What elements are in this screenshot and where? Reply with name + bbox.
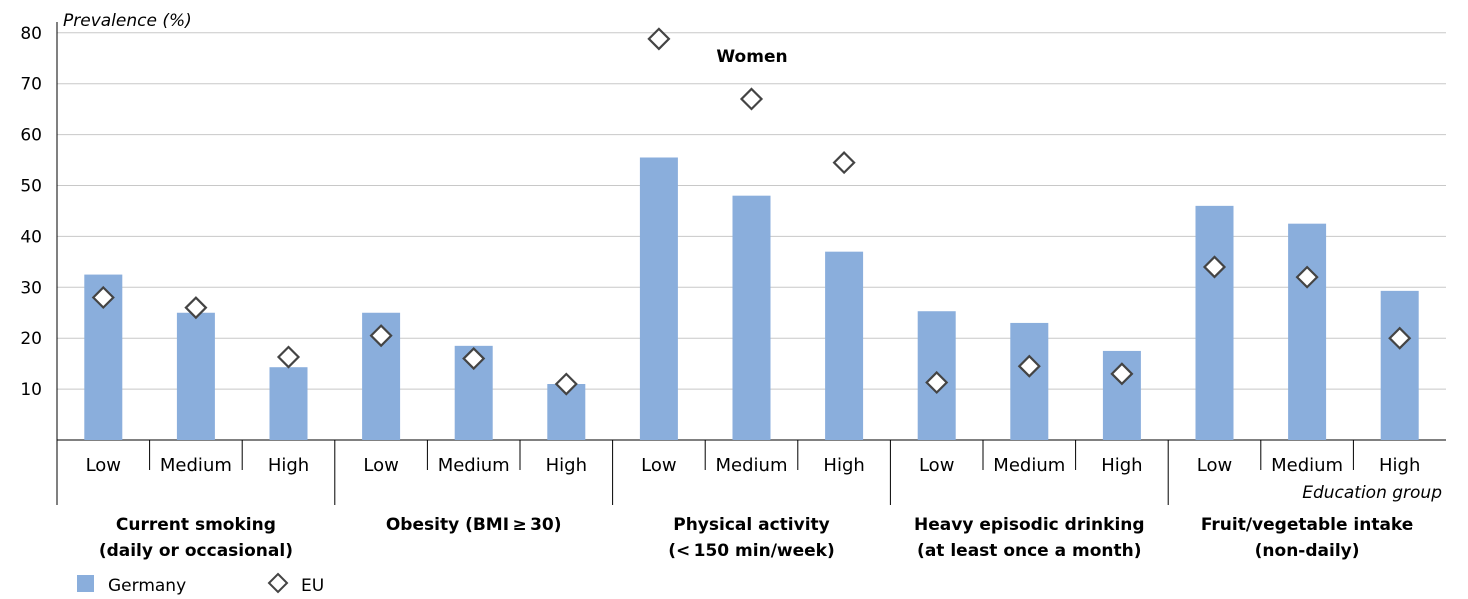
group-label-line2: (daily or occasional) bbox=[99, 541, 293, 561]
group-label: Obesity (BMI ≥ 30) bbox=[386, 515, 562, 535]
bar-germany bbox=[1288, 223, 1327, 440]
category-label: High bbox=[268, 455, 309, 476]
marker-eu bbox=[554, 372, 578, 396]
marker-eu bbox=[1202, 255, 1227, 279]
bar-germany bbox=[639, 157, 678, 440]
marker-eu bbox=[925, 370, 949, 395]
y-tick-label: 50 bbox=[20, 177, 42, 197]
category-label: High bbox=[1379, 455, 1420, 476]
category-label: Low bbox=[641, 455, 676, 476]
chart-title: Women bbox=[716, 47, 787, 67]
category-label: Medium bbox=[160, 455, 232, 476]
y-tick-label: 70 bbox=[20, 75, 42, 95]
category-label: Medium bbox=[438, 455, 510, 476]
bar-germany bbox=[1195, 205, 1234, 440]
marker-eu bbox=[832, 151, 856, 175]
group-label: Physical activity bbox=[673, 515, 830, 535]
marker-eu bbox=[369, 324, 393, 348]
bar-germany bbox=[825, 251, 864, 440]
legend-swatch-eu bbox=[267, 572, 289, 594]
bar-germany bbox=[1010, 322, 1049, 440]
group-label: Fruit/vegetable intake bbox=[1201, 515, 1413, 535]
group-label-line2: (< 150 min/week) bbox=[668, 541, 835, 561]
marker-eu bbox=[739, 87, 764, 111]
category-label: Low bbox=[363, 455, 398, 476]
bar-germany bbox=[1380, 290, 1419, 440]
group-label-line2: (at least once a month) bbox=[917, 541, 1141, 561]
category-label: Medium bbox=[1271, 455, 1343, 476]
y-tick-label: 80 bbox=[20, 24, 42, 44]
y-tick-label: 60 bbox=[20, 126, 42, 146]
legend-label-germany: Germany bbox=[108, 576, 186, 596]
y-axis-label: Prevalence (%) bbox=[63, 11, 192, 31]
group-label-line2: (non-daily) bbox=[1255, 541, 1360, 561]
legend-swatch-germany bbox=[77, 575, 94, 592]
marker-eu bbox=[184, 296, 208, 320]
y-tick-label: 40 bbox=[20, 227, 42, 247]
marker-eu bbox=[647, 27, 671, 51]
y-tick-label: 20 bbox=[20, 329, 42, 349]
y-tick-label: 30 bbox=[20, 278, 42, 298]
category-label: Medium bbox=[993, 455, 1065, 476]
category-label: Low bbox=[919, 455, 954, 476]
marker-eu bbox=[276, 345, 301, 369]
category-label: Medium bbox=[716, 455, 788, 476]
y-tick-label: 10 bbox=[20, 380, 42, 400]
category-label: Low bbox=[1197, 455, 1232, 476]
x-axis-label: Education group bbox=[1302, 483, 1442, 503]
category-label: High bbox=[546, 455, 587, 476]
bar-germany bbox=[732, 195, 771, 440]
category-label: High bbox=[823, 455, 864, 476]
category-label: Low bbox=[86, 455, 121, 476]
bar-germany bbox=[269, 367, 308, 440]
marker-eu bbox=[91, 285, 115, 310]
marker-eu bbox=[1295, 265, 1319, 289]
bar-germany bbox=[176, 312, 215, 440]
marker-eu bbox=[1017, 354, 1041, 378]
marker-eu bbox=[1388, 326, 1412, 350]
marker-eu bbox=[462, 347, 486, 371]
marker-eu bbox=[1110, 362, 1134, 386]
group-label: Heavy episodic drinking bbox=[914, 515, 1145, 535]
category-label: High bbox=[1101, 455, 1142, 476]
legend-label-eu: EU bbox=[301, 576, 324, 596]
group-label: Current smoking bbox=[116, 515, 276, 535]
